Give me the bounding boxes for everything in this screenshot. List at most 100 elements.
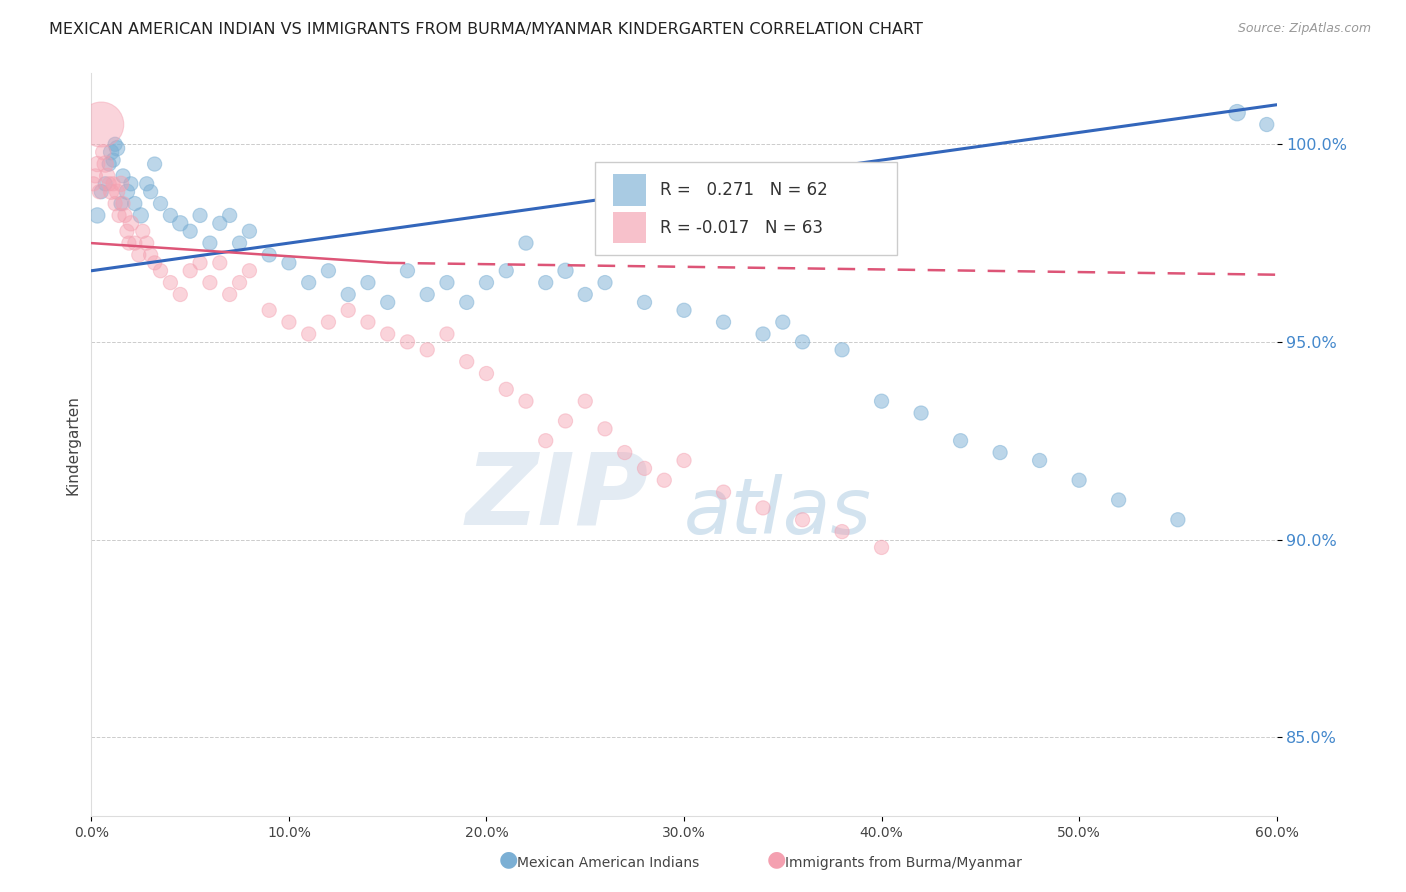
Point [90,118,112,132]
Point [108,209,131,223]
Text: R =   0.271   N = 62: R = 0.271 N = 62 [661,181,828,199]
Point [115,224,138,238]
Point [772,315,794,329]
Point [149,264,172,278]
Point [238,264,260,278]
Point [132,224,155,238]
Point [357,276,380,290]
Point [208,256,231,270]
Point [298,276,321,290]
Point [135,236,157,251]
Point [713,485,735,500]
Text: atlas: atlas [683,474,872,549]
Point [278,315,301,329]
Point [1067,473,1090,487]
FancyBboxPatch shape [595,162,897,255]
Point [198,276,221,290]
Point [159,276,181,290]
Point [179,224,201,238]
Point [98,177,121,191]
Point [118,236,141,251]
Text: Mexican American Indians: Mexican American Indians [517,855,700,870]
Point [218,287,240,301]
Point [100,145,122,160]
Point [337,303,360,318]
Point [515,394,537,409]
Point [475,367,498,381]
Point [574,394,596,409]
Point [1028,453,1050,467]
Point [613,445,636,459]
Point [110,196,132,211]
Point [228,276,250,290]
Text: ●: ● [766,850,786,870]
Text: Immigrants from Burma/Myanmar: Immigrants from Burma/Myanmar [785,855,1021,870]
Point [672,303,695,318]
Point [633,461,655,475]
Point [792,334,814,349]
Point [82,177,104,191]
Point [652,473,675,487]
Point [96,169,118,183]
Point [101,177,124,191]
Point [94,157,117,171]
Text: Source: ZipAtlas.com: Source: ZipAtlas.com [1237,22,1371,36]
Text: MEXICAN AMERICAN INDIAN VS IMMIGRANTS FROM BURMA/MYANMAR KINDERGARTEN CORRELATIO: MEXICAN AMERICAN INDIAN VS IMMIGRANTS FR… [49,22,924,37]
Point [377,295,399,310]
Point [633,295,655,310]
Point [149,196,172,211]
Point [298,326,321,341]
Point [318,315,340,329]
Point [198,236,221,251]
Point [114,209,136,223]
Point [169,216,191,230]
Point [870,541,893,555]
Point [86,157,108,171]
Point [139,185,162,199]
Point [949,434,972,448]
Point [357,315,380,329]
Point [188,209,211,223]
Point [752,326,775,341]
Point [139,248,162,262]
Point [534,434,557,448]
Point [831,343,853,357]
Point [831,524,853,539]
Point [593,276,616,290]
Point [86,209,108,223]
Point [396,264,419,278]
Point [169,287,191,301]
Point [90,185,112,199]
Point [792,513,814,527]
FancyBboxPatch shape [613,212,647,244]
Point [870,394,893,409]
FancyBboxPatch shape [613,174,647,205]
Point [94,177,117,191]
Point [120,177,142,191]
Point [101,153,124,167]
Point [554,414,576,428]
Point [1226,105,1249,120]
Point [111,169,134,183]
Point [105,141,128,155]
Point [98,157,121,171]
Point [238,224,260,238]
Point [188,256,211,270]
Point [135,177,157,191]
Point [143,157,166,171]
Point [337,287,360,301]
Point [515,236,537,251]
Point [208,216,231,230]
Point [554,264,576,278]
Point [124,236,146,251]
Point [1167,513,1189,527]
Y-axis label: Kindergarten: Kindergarten [65,395,80,494]
Point [396,334,419,349]
Point [1256,118,1278,132]
Point [593,422,616,436]
Point [84,169,107,183]
Point [278,256,301,270]
Point [128,248,150,262]
Point [574,287,596,301]
Point [124,196,146,211]
